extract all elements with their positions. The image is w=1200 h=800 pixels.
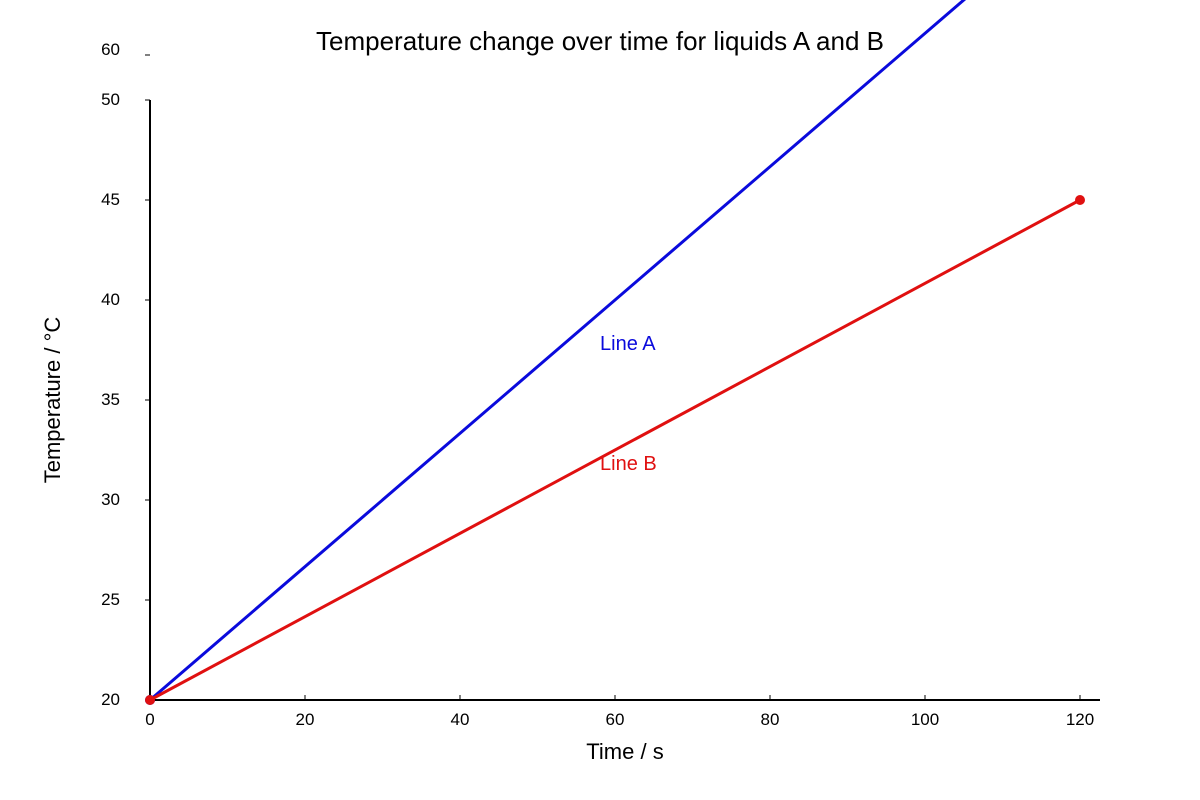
x-tick-label: 20 bbox=[296, 710, 315, 729]
x-tick-label: 40 bbox=[451, 710, 470, 729]
x-tick-label: 60 bbox=[606, 710, 625, 729]
y-tick-label: 25 bbox=[101, 590, 120, 609]
y-tick-label: 20 bbox=[101, 690, 120, 709]
y-tick-label: 35 bbox=[101, 390, 120, 409]
data-point bbox=[145, 695, 155, 705]
series-group: Line A Line B bbox=[145, 0, 1085, 705]
x-tick-label: 120 bbox=[1066, 710, 1094, 729]
y-axis-ticks: 20 25 30 35 40 45 50 60 bbox=[101, 40, 150, 709]
y-tick-label: 40 bbox=[101, 290, 120, 309]
data-point bbox=[1075, 195, 1085, 205]
y-axis-label: Temperature / °C bbox=[40, 317, 65, 484]
chart-title: Temperature change over time for liquids… bbox=[316, 26, 884, 56]
x-axis-ticks: 0 20 40 60 80 100 120 bbox=[145, 695, 1094, 729]
y-tick-label: 50 bbox=[101, 90, 120, 109]
series-label-a: Line A bbox=[600, 333, 656, 355]
x-tick-label: 100 bbox=[911, 710, 939, 729]
series-label-b: Line B bbox=[600, 453, 657, 475]
x-axis-label: Time / s bbox=[586, 739, 663, 764]
x-tick-label: 0 bbox=[145, 710, 154, 729]
series-line-b bbox=[149, 198, 1081, 702]
x-tick-label: 80 bbox=[761, 710, 780, 729]
series-line-a bbox=[149, 0, 967, 702]
y-tick-label: 60 bbox=[101, 40, 120, 59]
axes bbox=[149, 100, 1100, 701]
y-tick-label: 45 bbox=[101, 190, 120, 209]
y-tick-label: 30 bbox=[101, 490, 120, 509]
